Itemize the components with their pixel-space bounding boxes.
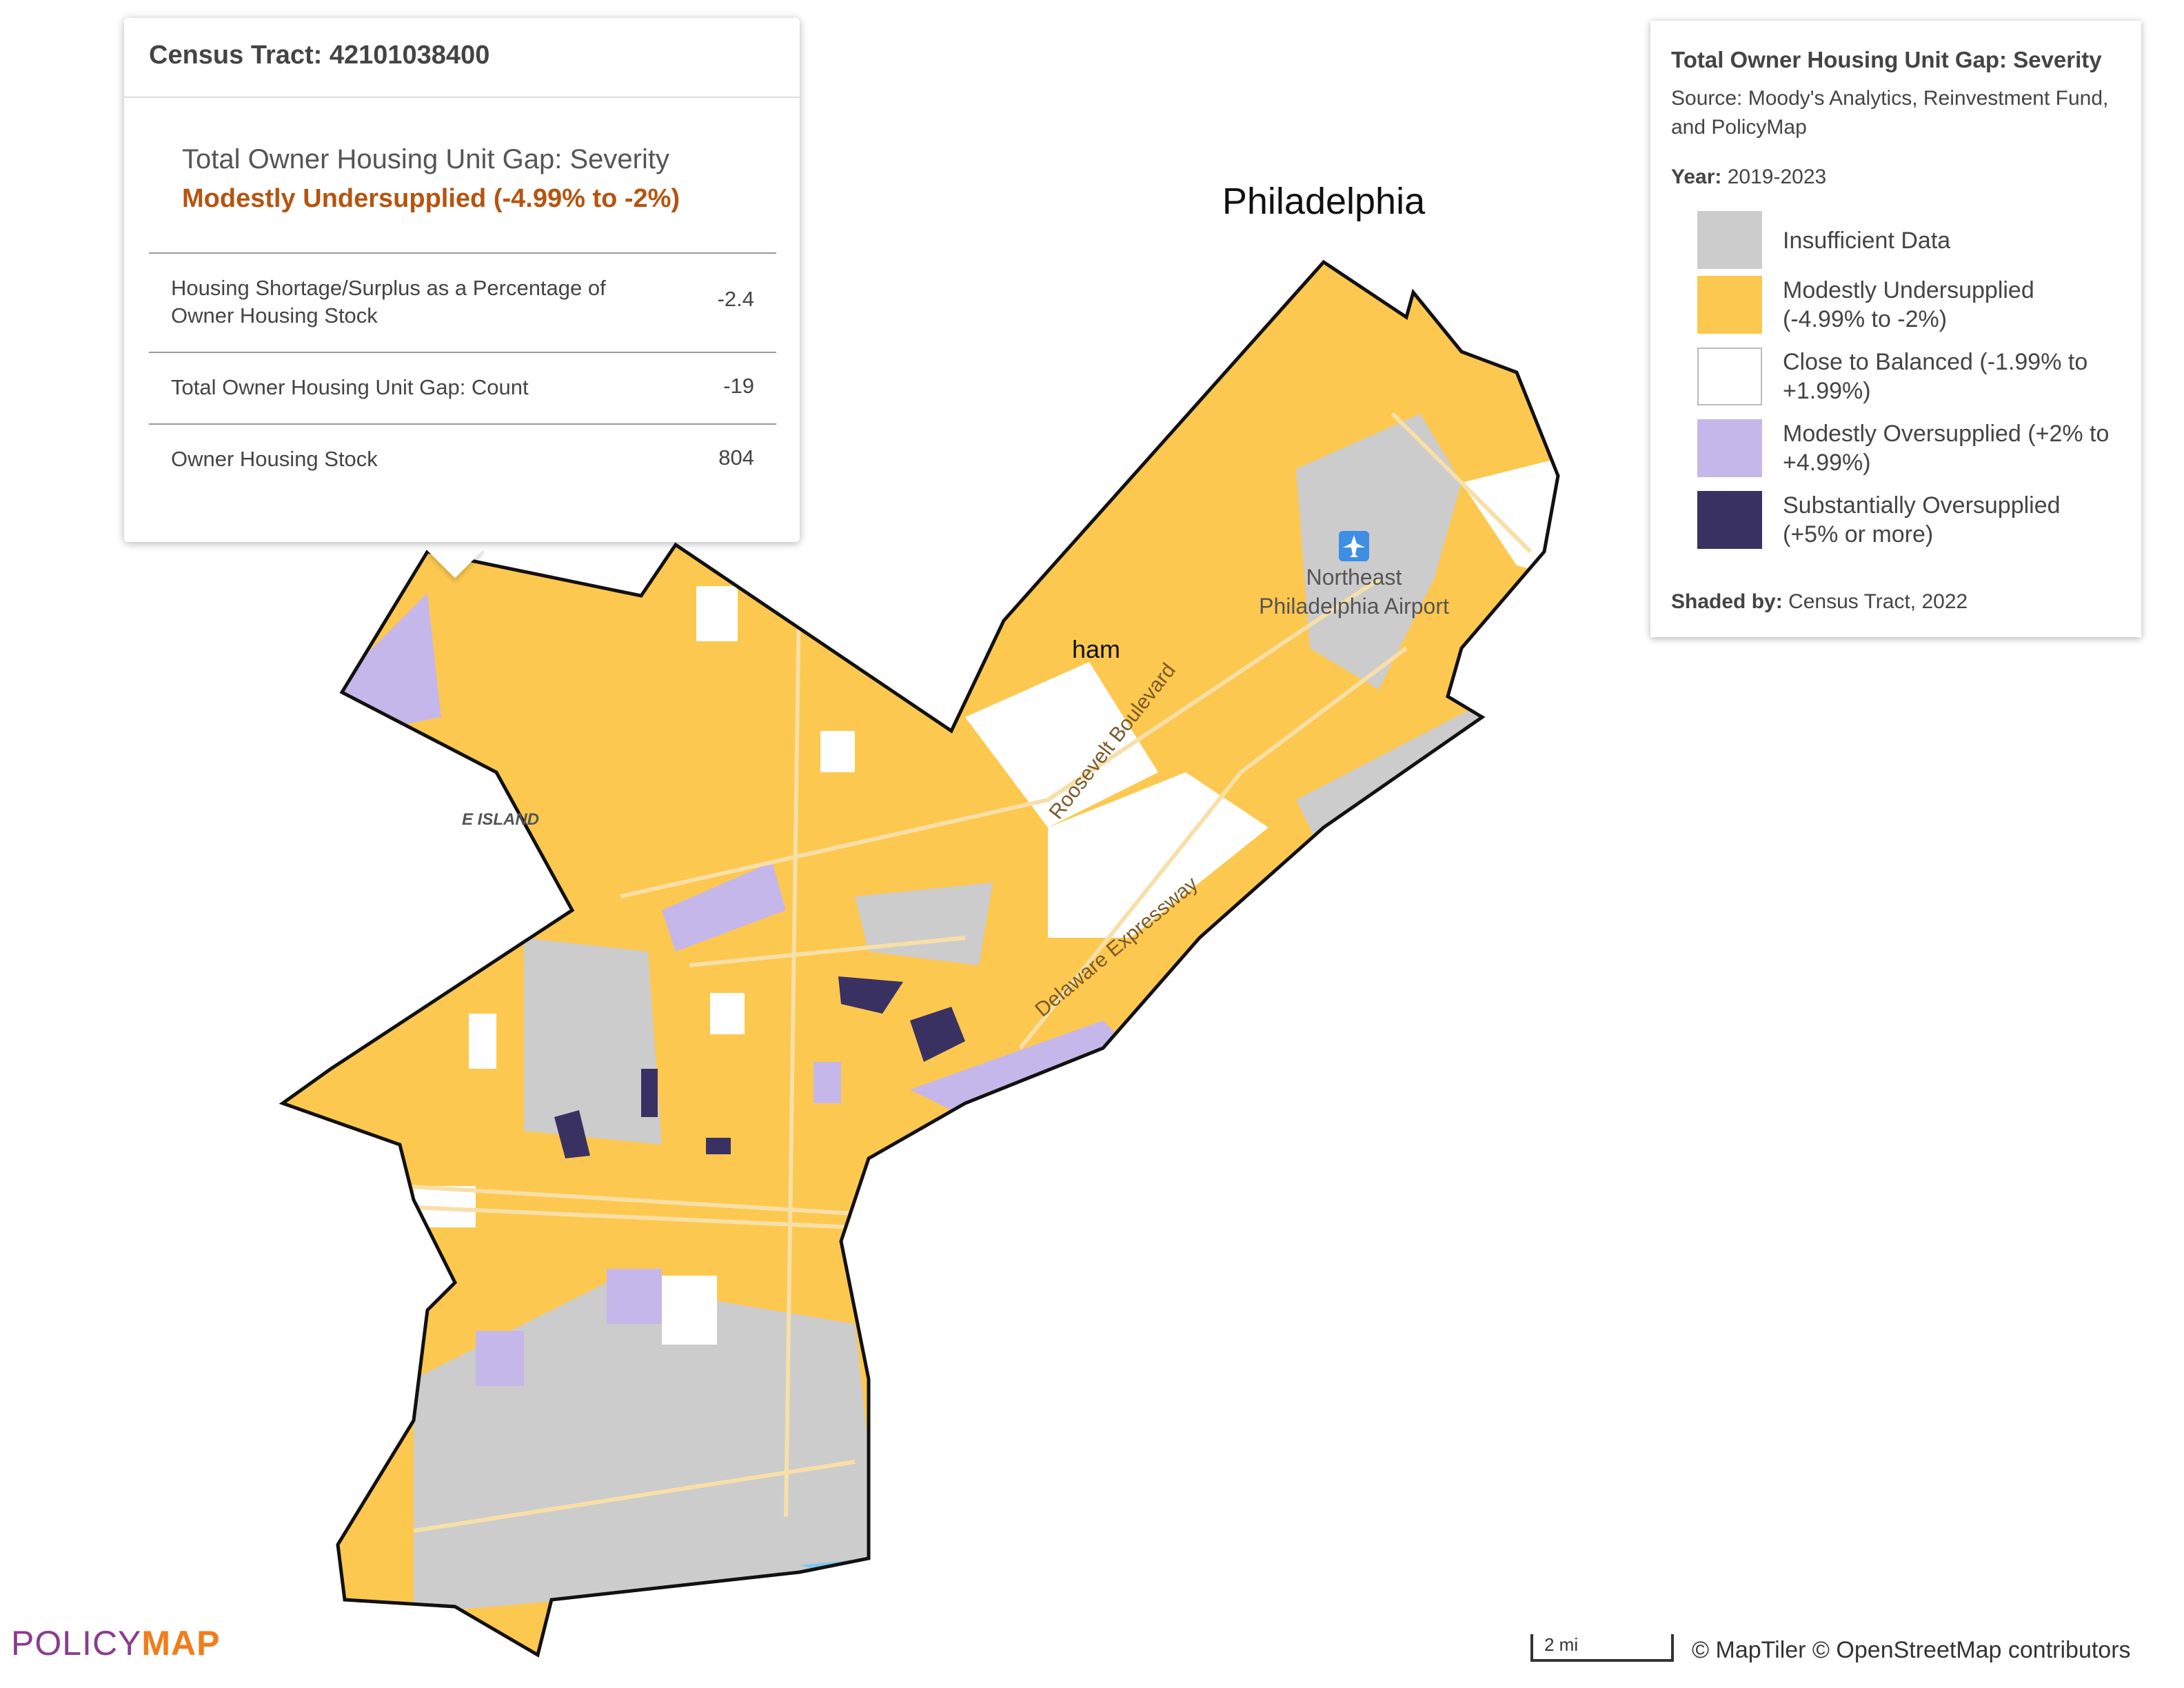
logo-part: POLICY: [11, 1625, 142, 1663]
tract-fill: [331, 593, 441, 731]
legend: Total Owner Housing Unit Gap: Severity S…: [1650, 21, 2141, 637]
legend-swatch: [1697, 276, 1762, 334]
tract-fill: [706, 1138, 731, 1154]
tract-fill: [696, 586, 738, 641]
legend-label: Close to Balanced (-1.99% to +1.99%): [1783, 349, 2088, 404]
tract-fill: [641, 1069, 658, 1117]
attribution[interactable]: © MapTiler © OpenStreetMap contributors: [1692, 1637, 2131, 1663]
tract-fill: [469, 1014, 496, 1069]
tract-fill: [476, 1331, 524, 1386]
airport-icon: [1339, 531, 1369, 561]
legend-shaded: Shaded by: Census Tract, 2022: [1671, 590, 1968, 614]
legend-swatch: [1697, 419, 1762, 477]
legend-source: Source: Moody's Analytics, Reinvestment …: [1671, 87, 2109, 139]
tract-fill: [1296, 414, 1462, 690]
popup-row: Housing Shortage/Surplus as a Percentage…: [149, 252, 776, 353]
legend-swatch: [1697, 348, 1762, 405]
row-value: -19: [723, 375, 754, 399]
legend-label: Modestly Undersupplied (-4.99% to -2%): [1783, 277, 2034, 332]
tract-fill: [820, 731, 855, 772]
tract-fill: [710, 993, 745, 1034]
city-label: Philadelphia: [1222, 181, 1426, 222]
shaded-label: Shaded by:: [1671, 590, 1783, 614]
tract-fill: [607, 1269, 662, 1324]
popup-layer: Total Owner Housing Unit Gap: Severity: [182, 145, 669, 175]
tract-fill: [414, 1283, 882, 1614]
tract-fill: [838, 976, 903, 1014]
legend-label: Modestly Oversupplied (+2% to +4.99%): [1783, 421, 2110, 476]
row-label: Owner Housing Stock: [171, 448, 378, 472]
tract-fill: [554, 1110, 590, 1158]
tract-fill: [813, 1062, 841, 1103]
logo-part: MAP: [141, 1625, 221, 1663]
legend-year: Year: 2019-2023: [1671, 165, 1826, 189]
place-label: ham: [1072, 635, 1120, 663]
year-value: 2019-2023: [1727, 165, 1827, 189]
legend-swatch: [1697, 491, 1762, 549]
popup-row: Owner Housing Stock 804: [149, 423, 776, 496]
row-value: 804: [718, 447, 754, 470]
tract-fill: [965, 662, 1158, 827]
popup-category: Modestly Undersupplied (-4.99% to -2%): [182, 185, 680, 214]
place-label: E ISLAND: [462, 810, 539, 829]
legend-title: Total Owner Housing Unit Gap: Severity: [1671, 48, 2102, 73]
legend-label: Substantially Oversupplied (+5% or more): [1783, 492, 2061, 547]
tract-fill: [662, 1276, 717, 1345]
row-label: Total Owner Housing Unit Gap: Count: [171, 376, 529, 400]
scale-bar: 2 mi: [1530, 1634, 1674, 1662]
tract-fill: [910, 1021, 1131, 1117]
tract-fill: [1048, 772, 1268, 938]
popup-title: Census Tract: 42101038400: [124, 18, 800, 98]
popup: Census Tract: 42101038400 Total Owner Ho…: [124, 18, 800, 542]
row-value: -2.4: [717, 288, 754, 312]
tract-fill: [910, 1007, 965, 1062]
airport-label: Philadelphia Airport: [1259, 594, 1449, 619]
legend-label: Insufficient Data: [1783, 228, 1951, 254]
roads: [399, 412, 1533, 1533]
airport-label: Northeast: [1306, 565, 1402, 590]
logo: POLICYMAP: [11, 1625, 221, 1665]
row-label: Housing Shortage/Surplus as a Percentage…: [171, 277, 606, 328]
shaded-value: Census Tract, 2022: [1788, 590, 1968, 614]
tract-fill: [524, 938, 662, 1145]
tract-fill: [662, 862, 786, 952]
legend-swatch: [1697, 211, 1762, 269]
popup-row: Total Owner Housing Unit Gap: Count -19: [149, 352, 776, 425]
year-label: Year:: [1671, 165, 1722, 189]
